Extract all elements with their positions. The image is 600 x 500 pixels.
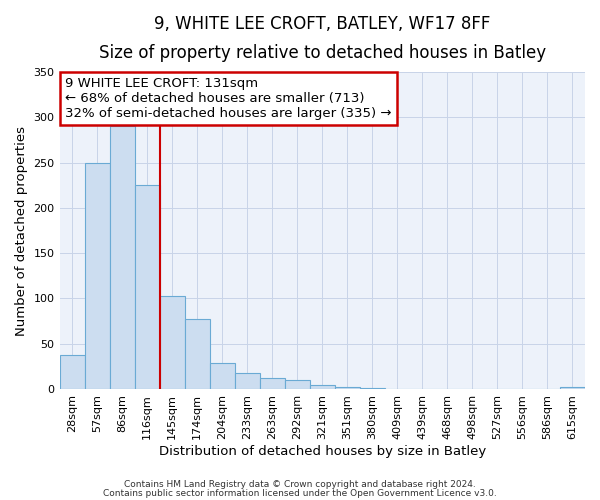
Bar xyxy=(560,387,585,389)
Bar xyxy=(235,372,260,389)
Text: Contains HM Land Registry data © Crown copyright and database right 2024.: Contains HM Land Registry data © Crown c… xyxy=(124,480,476,489)
Bar xyxy=(185,319,209,389)
Title: 9, WHITE LEE CROFT, BATLEY, WF17 8FF
Size of property relative to detached house: 9, WHITE LEE CROFT, BATLEY, WF17 8FF Siz… xyxy=(99,15,546,62)
Bar xyxy=(160,296,185,389)
Bar xyxy=(110,126,134,389)
Y-axis label: Number of detached properties: Number of detached properties xyxy=(15,126,28,336)
Bar xyxy=(209,362,235,389)
X-axis label: Distribution of detached houses by size in Batley: Distribution of detached houses by size … xyxy=(158,444,486,458)
Bar xyxy=(85,162,110,389)
Text: 9 WHITE LEE CROFT: 131sqm
← 68% of detached houses are smaller (713)
32% of semi: 9 WHITE LEE CROFT: 131sqm ← 68% of detac… xyxy=(65,77,391,120)
Text: Contains public sector information licensed under the Open Government Licence v3: Contains public sector information licen… xyxy=(103,488,497,498)
Bar xyxy=(134,186,160,389)
Bar xyxy=(335,387,360,389)
Bar xyxy=(59,354,85,389)
Bar xyxy=(360,388,385,389)
Bar xyxy=(285,380,310,389)
Bar xyxy=(310,386,335,389)
Bar xyxy=(260,378,285,389)
